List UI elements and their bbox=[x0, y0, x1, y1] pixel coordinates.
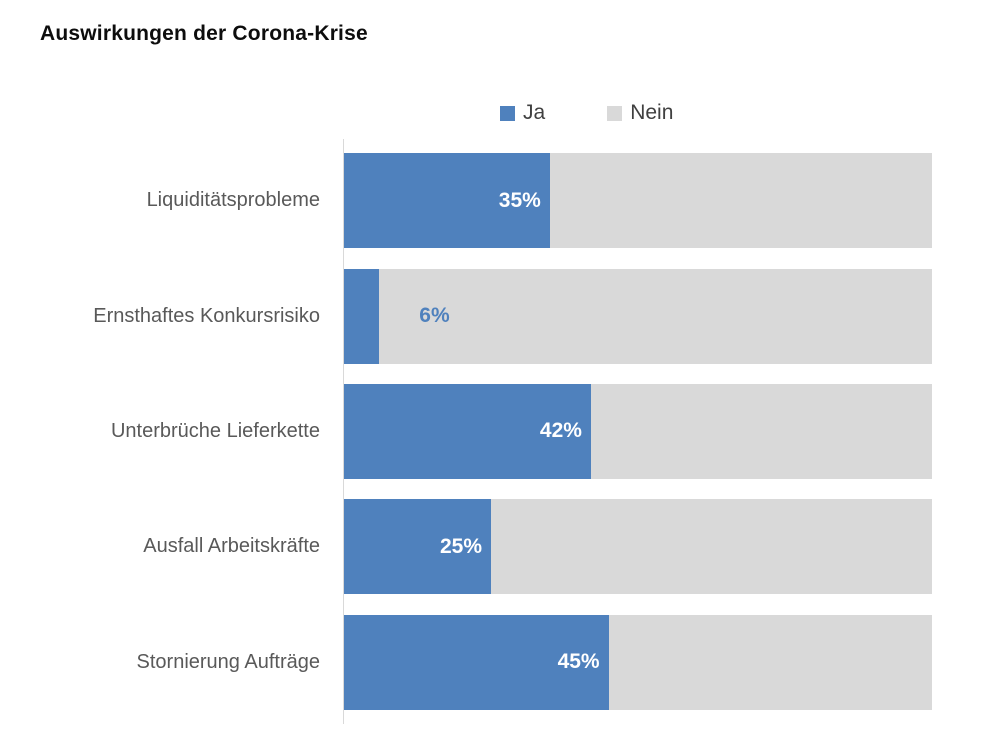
bar-value-label: 45% bbox=[557, 650, 600, 674]
legend-item-ja: Ja bbox=[500, 101, 545, 125]
chart-row: Liquiditätsprobleme 35% bbox=[0, 143, 932, 258]
legend-swatch-nein-icon bbox=[607, 105, 623, 121]
chart-row: Ausfall Arbeitskräfte 25% bbox=[0, 489, 932, 604]
bar-value-label: 42% bbox=[539, 419, 582, 443]
chart-row: Unterbrüche Lieferkette 42% bbox=[0, 374, 932, 489]
vertical-axis-line bbox=[343, 139, 344, 724]
legend: Ja Nein bbox=[500, 101, 673, 125]
bar-value-label: 25% bbox=[439, 534, 482, 558]
bar-value-label: 6% bbox=[419, 304, 450, 328]
category-label: Stornierung Aufträge bbox=[136, 650, 320, 673]
bar-segment-ja bbox=[344, 268, 380, 364]
category-label: Ausfall Arbeitskräfte bbox=[143, 535, 320, 558]
bar-segment-ja: 42% bbox=[344, 383, 591, 479]
category-label: Ernsthaftes Konkursrisiko bbox=[93, 304, 320, 327]
category-label: Unterbrüche Lieferkette bbox=[110, 419, 320, 442]
legend-swatch-ja-icon bbox=[500, 105, 515, 121]
bar-segment-ja: 35% bbox=[344, 153, 550, 249]
chart-row: Stornierung Aufträge 45% bbox=[0, 605, 932, 720]
bar-value-label: 35% bbox=[498, 188, 541, 212]
legend-item-nein: Nein bbox=[607, 101, 673, 125]
bar-segment-nein: 42% bbox=[344, 383, 932, 479]
bar-segment-ja: 45% bbox=[344, 614, 609, 710]
plot-area: Liquiditätsprobleme 35% Ernsthaftes Konkur… bbox=[0, 143, 932, 720]
bar-segment-ja: 25% bbox=[344, 499, 491, 595]
category-label: Liquiditätsprobleme bbox=[146, 189, 320, 212]
bar-segment-nein: 25% bbox=[344, 499, 932, 595]
bar-segment-nein: 6% bbox=[344, 268, 932, 364]
bar-segment-nein: 35% bbox=[344, 153, 932, 249]
chart-row: Ernsthaftes Konkursrisiko 6% bbox=[0, 258, 932, 373]
legend-label-nein: Nein bbox=[630, 101, 674, 124]
bar-segment-nein: 45% bbox=[344, 614, 932, 710]
chart-title: Auswirkungen der Corona-Krise bbox=[40, 22, 368, 45]
legend-label-ja: Ja bbox=[523, 101, 546, 124]
